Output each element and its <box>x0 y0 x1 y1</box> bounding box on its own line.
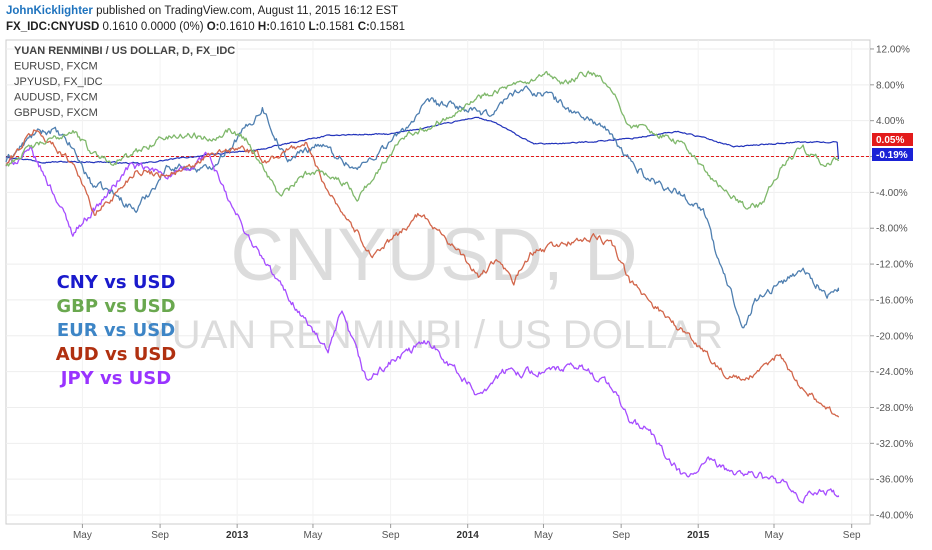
y-tick-label: -28.00% <box>876 403 913 414</box>
legend-entry[interactable]: GBPUSD, FXCM <box>14 107 98 119</box>
x-tick-label: May <box>303 530 322 541</box>
x-tick-label: 2014 <box>457 530 480 541</box>
series-line[interactable] <box>5 85 840 329</box>
series-line[interactable] <box>5 129 840 418</box>
ohlc-line: FX_IDC:CNYUSD 0.1610 0.0000 (0%) O:0.161… <box>6 20 405 35</box>
y-tick-label: -40.00% <box>876 511 913 522</box>
y-tick-label: -16.00% <box>876 295 913 306</box>
x-tick-label: May <box>73 530 92 541</box>
y-tick-label: -36.00% <box>876 475 913 486</box>
x-tick-label: May <box>765 530 784 541</box>
series-annotation: AUD vs USD <box>56 344 176 365</box>
y-tick-label: -24.00% <box>876 367 913 378</box>
y-tick-label: 12.00% <box>876 44 910 55</box>
series-annotation: EUR vs USD <box>57 320 175 341</box>
quote-value: 0.1610 0.0000 (0%) <box>102 21 204 33</box>
y-tick-label: 8.00% <box>876 80 904 91</box>
legend-entry[interactable]: AUDUSD, FXCM <box>14 92 98 104</box>
x-tick-label: 2013 <box>226 530 249 541</box>
y-tick-label: 4.00% <box>876 116 904 127</box>
series-group <box>5 70 840 504</box>
y-axis[interactable]: 12.00% 8.00% 4.00% -4.00% -8.00% -12.00% -16.0… <box>870 44 913 522</box>
high-value: 0.1610 <box>270 21 306 33</box>
legend-entry[interactable]: JPYUSD, FX_IDC <box>14 76 103 88</box>
watermark-name: YUAN RENMINBI / US DOLLAR <box>145 313 723 357</box>
series-line[interactable] <box>5 116 839 165</box>
low-value: 0.1581 <box>319 21 355 33</box>
publish-line: JohnKicklighter published on TradingView… <box>6 4 398 19</box>
legend-entry[interactable]: YUAN RENMINBI / US DOLLAR, D, FX_IDC <box>14 45 235 57</box>
badge-blue-text: -0.19% <box>876 150 908 161</box>
badge-blue <box>872 148 913 161</box>
price-badges: 0.05% -0.19% <box>872 133 913 161</box>
series-line[interactable] <box>5 70 840 210</box>
line-chart[interactable]: CNYUSD, D YUAN RENMINBI / US DOLLAR YUAN… <box>0 36 932 550</box>
x-tick-label: Sep <box>382 530 400 541</box>
symbol-label: FX_IDC:CNYUSD <box>6 21 100 33</box>
y-tick-label: -20.00% <box>876 331 913 342</box>
open-label: O: <box>206 21 220 33</box>
badge-red-text: 0.05% <box>876 135 904 146</box>
close-label: C: <box>357 21 370 33</box>
x-tick-label: 2015 <box>687 530 710 541</box>
x-tick-label: May <box>534 530 553 541</box>
y-tick-label: -12.00% <box>876 260 913 271</box>
author-link[interactable]: JohnKicklighter <box>6 5 93 17</box>
x-tick-label: Sep <box>151 530 169 541</box>
x-tick-label: Sep <box>612 530 630 541</box>
series-annotation: JPY vs USD <box>59 368 171 389</box>
series-annotation: GBP vs USD <box>56 296 175 317</box>
published-text: published on TradingView.com, August 11,… <box>96 5 399 17</box>
y-tick-label: -8.00% <box>876 224 908 235</box>
close-value: 0.1581 <box>369 21 406 33</box>
watermark: CNYUSD, D YUAN RENMINBI / US DOLLAR <box>145 213 723 357</box>
high-label: H: <box>257 21 271 33</box>
watermark-symbol: CNYUSD, D <box>230 213 637 296</box>
legend: YUAN RENMINBI / US DOLLAR, D, FX_IDC EURU… <box>14 45 235 119</box>
y-tick-label: -4.00% <box>876 188 908 199</box>
series-line[interactable] <box>5 146 840 504</box>
badge-red <box>872 133 913 146</box>
x-axis[interactable]: May Sep 2013 May Sep 2014 May Sep 2015 May Sep <box>6 523 870 541</box>
series-annotation: CNY vs USD <box>57 272 176 293</box>
x-tick-label: Sep <box>843 530 861 541</box>
legend-entry[interactable]: EURUSD, FXCM <box>14 61 98 73</box>
y-tick-label: -32.00% <box>876 439 913 450</box>
low-label: L: <box>308 21 320 33</box>
open-value: 0.1610 <box>219 21 255 33</box>
series-annotations: CNY vs USD GBP vs USD EUR vs USD AUD vs USD… <box>56 272 176 389</box>
chart-header: JohnKicklighter published on TradingView… <box>6 2 926 36</box>
